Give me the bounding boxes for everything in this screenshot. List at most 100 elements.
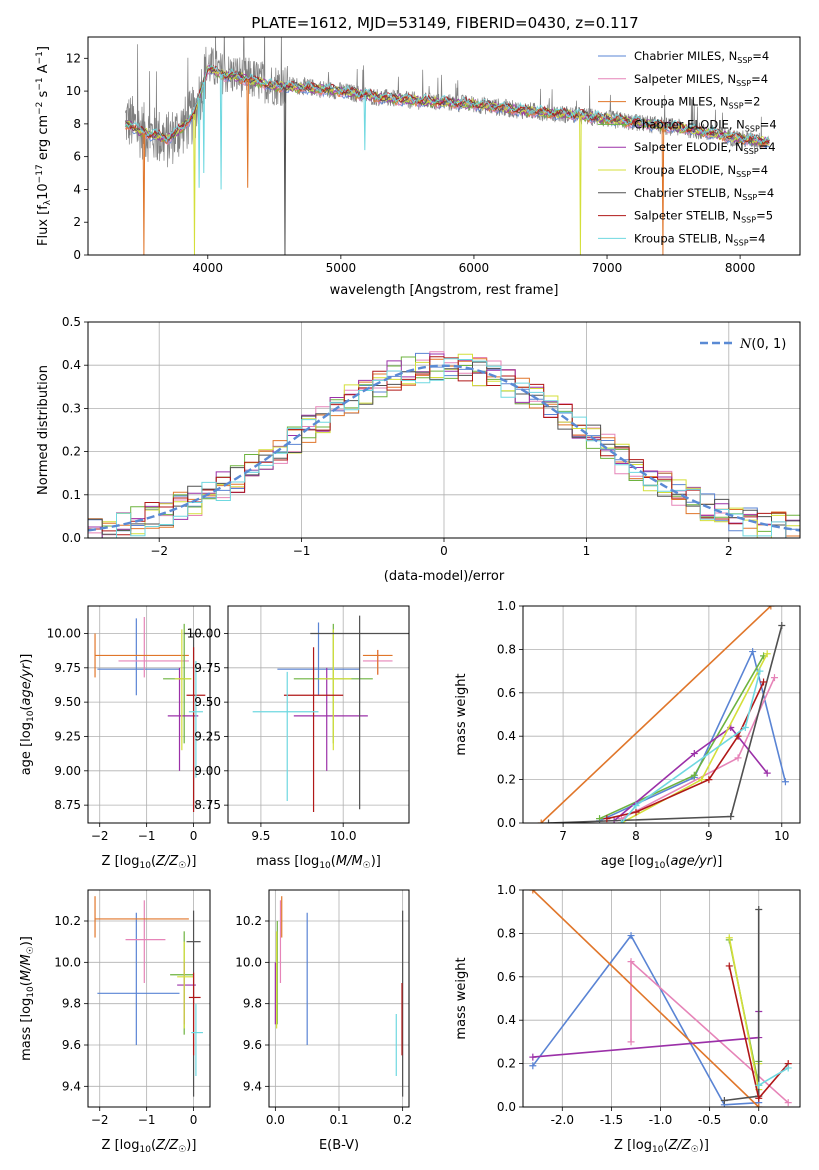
spectrum-ticks: 4000 5000 6000 7000 8000 0 2 4 6 8 10 12 bbox=[66, 51, 756, 275]
xlabel-mass-vs-Z: Z [log10(Z/Z☉)] bbox=[102, 1138, 197, 1155]
y-tick-label: 0.4 bbox=[62, 358, 81, 372]
y-tick-label: 10.00 bbox=[187, 626, 221, 640]
x-tick-label: 0 bbox=[440, 544, 448, 558]
frame-age-vs-Z bbox=[87, 605, 211, 824]
y-tick-label: 0.3 bbox=[62, 401, 81, 415]
residual-legend: N(0, 1) bbox=[700, 337, 786, 352]
spectrum-absorption-line bbox=[197, 97, 201, 188]
y-tick-label: 9.25 bbox=[54, 729, 81, 743]
spectrum-legend: Chabrier MILES, NSSP=4 Salpeter MILES, NS… bbox=[598, 49, 777, 247]
y-tick-label: 10.0 bbox=[54, 955, 81, 969]
panel-mass-vs-Z: −2 −1 0 9.4 9.6 9.8 10.0 10.2 Z [log10(Z/Z☉)] mas… bbox=[19, 889, 211, 1155]
xlabel-mass-vs-EBV: E(B-V) bbox=[319, 1138, 359, 1153]
x-tick-label: 8 bbox=[632, 829, 640, 843]
spectrum-absorption-line bbox=[246, 79, 249, 188]
weight-marker-ce bbox=[690, 771, 698, 779]
weight-marker-sm bbox=[627, 1038, 635, 1046]
weight-marker-se bbox=[763, 769, 771, 777]
x-tick-label: 10 bbox=[774, 829, 789, 843]
x-tick-label: −1 bbox=[293, 544, 311, 558]
spectrum-absorption-line bbox=[661, 125, 665, 255]
histogram-ks bbox=[88, 358, 800, 538]
x-tick-label: 8000 bbox=[725, 261, 756, 275]
weight-marker-sm bbox=[734, 754, 742, 762]
y-tick-label: 0.2 bbox=[62, 445, 81, 459]
residual-panel: −2 −1 0 1 2 0.0 0.1 0.2 0.3 0.4 0.5 (data-model)/e… bbox=[36, 315, 801, 584]
weight-marker-cs bbox=[727, 812, 735, 820]
weight-marker-sm bbox=[784, 1099, 792, 1107]
legend-label-cs: Chabrier STELIB, NSSP=4 bbox=[634, 186, 774, 202]
legend-label-cm: Chabrier MILES, NSSP=4 bbox=[634, 49, 769, 65]
spectrum-absorption-line bbox=[363, 95, 367, 151]
y-tick-label: 0.4 bbox=[497, 729, 516, 743]
weight-marker-ks bbox=[632, 802, 640, 810]
weight-marker-sm bbox=[627, 958, 635, 966]
y-tick-label: 2 bbox=[73, 215, 81, 229]
y-tick-label: 6 bbox=[73, 150, 81, 164]
legend-label-ke: Kroupa ELODIE, NSSP=4 bbox=[634, 163, 768, 179]
y-tick-label: 1.0 bbox=[497, 883, 516, 897]
panel-age-vs-mass: 9.5 10.0 8.75 9.00 9.25 9.50 9.75 10.00 mass [lo… bbox=[187, 605, 410, 871]
weight-marker-cs bbox=[720, 1096, 728, 1104]
x-tick-label: 9 bbox=[705, 829, 713, 843]
ticks-weight-vs-Z: -2.0 -1.5 -1.0 -0.5 0.0 0.0 0.2 0.4 0.6 0.8 1.0 bbox=[497, 883, 768, 1127]
residual-legend-label: N(0, 1) bbox=[739, 337, 786, 352]
ticks-age-vs-mass: 9.5 10.0 8.75 9.00 9.25 9.50 9.75 10.00 bbox=[187, 626, 357, 843]
y-tick-label: 8.75 bbox=[54, 798, 81, 812]
x-tick-label: -0.5 bbox=[698, 1113, 721, 1127]
y-tick-label: 10.0 bbox=[235, 955, 262, 969]
y-tick-label: 9.75 bbox=[194, 661, 221, 675]
xlabel-weight-vs-age: age [log10(age/yr)] bbox=[601, 854, 723, 871]
x-tick-label: 0 bbox=[190, 829, 198, 843]
weight-marker-ks bbox=[784, 1064, 792, 1072]
spectrum-absorption-line bbox=[219, 74, 223, 190]
x-tick-label: −2 bbox=[150, 544, 168, 558]
weight-marker-cm bbox=[781, 778, 789, 786]
weight-marker-cm bbox=[529, 1062, 537, 1070]
weight-marker-cm bbox=[749, 648, 757, 656]
weight-marker-ke bbox=[763, 650, 771, 658]
weight-marker-ss bbox=[760, 678, 768, 686]
weight-marker-ke bbox=[698, 776, 706, 784]
plot-age-vs-Z bbox=[94, 616, 206, 813]
weight-marker-ss bbox=[734, 732, 742, 740]
normal-reference-curve bbox=[88, 364, 800, 532]
legend-label-km: Kroupa MILES, NSSP=2 bbox=[634, 95, 760, 111]
y-tick-label: 8.75 bbox=[194, 798, 221, 812]
y-tick-label: 9.4 bbox=[243, 1079, 262, 1093]
weight-marker-ss bbox=[755, 1094, 763, 1102]
ticks-weight-vs-age: 7 8 9 10 0.0 0.2 0.4 0.6 0.8 1.0 bbox=[497, 599, 790, 843]
residual-ticks: −2 −1 0 1 2 0.0 0.1 0.2 0.3 0.4 0.5 bbox=[62, 315, 733, 558]
y-tick-label: 8 bbox=[73, 117, 81, 131]
xlabel-weight-vs-Z: Z [log10(Z/Z☉)] bbox=[614, 1138, 709, 1155]
y-tick-label: 0.0 bbox=[62, 531, 81, 545]
weight-marker-se bbox=[529, 1053, 537, 1061]
weight-line-km bbox=[532, 890, 760, 1107]
spectrum-model-ks bbox=[124, 65, 770, 145]
y-tick-label: 10.00 bbox=[47, 626, 81, 640]
weight-marker-ks bbox=[617, 819, 625, 823]
y-tick-label: 9.6 bbox=[243, 1038, 262, 1052]
spectrum-frame bbox=[87, 36, 801, 256]
y-tick-label: 0.2 bbox=[497, 773, 516, 787]
residual-ylabel: Normed distribution bbox=[36, 365, 51, 495]
xlabel-age-vs-mass: mass [log10(M/M☉)] bbox=[256, 854, 381, 871]
y-tick-label: 9.00 bbox=[194, 764, 221, 778]
weight-marker-km bbox=[755, 1103, 763, 1107]
panel-weight-vs-Z: -2.0 -1.5 -1.0 -0.5 0.0 0.0 0.2 0.4 0.6 0.8 1.0 Z [… bbox=[454, 883, 801, 1155]
spectrum-ylabel: Flux [fλ10−17 erg cm−2 s−1 A−1] bbox=[35, 46, 53, 246]
weight-marker-ks bbox=[756, 667, 764, 675]
weight-marker-se bbox=[690, 750, 698, 758]
ticks-age-vs-Z: −2 −1 0 8.75 9.00 9.25 9.50 9.75 10.00 bbox=[47, 626, 198, 843]
weight-line-ks bbox=[758, 1067, 789, 1086]
x-tick-label: -1.5 bbox=[600, 1113, 623, 1127]
y-tick-label: 9.8 bbox=[62, 997, 81, 1011]
weight-marker-ss bbox=[705, 776, 713, 784]
x-tick-label: -1.0 bbox=[649, 1113, 672, 1127]
frame-age-vs-mass bbox=[227, 605, 410, 824]
y-tick-label: 10.2 bbox=[54, 914, 81, 928]
y-tick-label: 0 bbox=[73, 248, 81, 262]
x-tick-label: -2.0 bbox=[551, 1113, 574, 1127]
